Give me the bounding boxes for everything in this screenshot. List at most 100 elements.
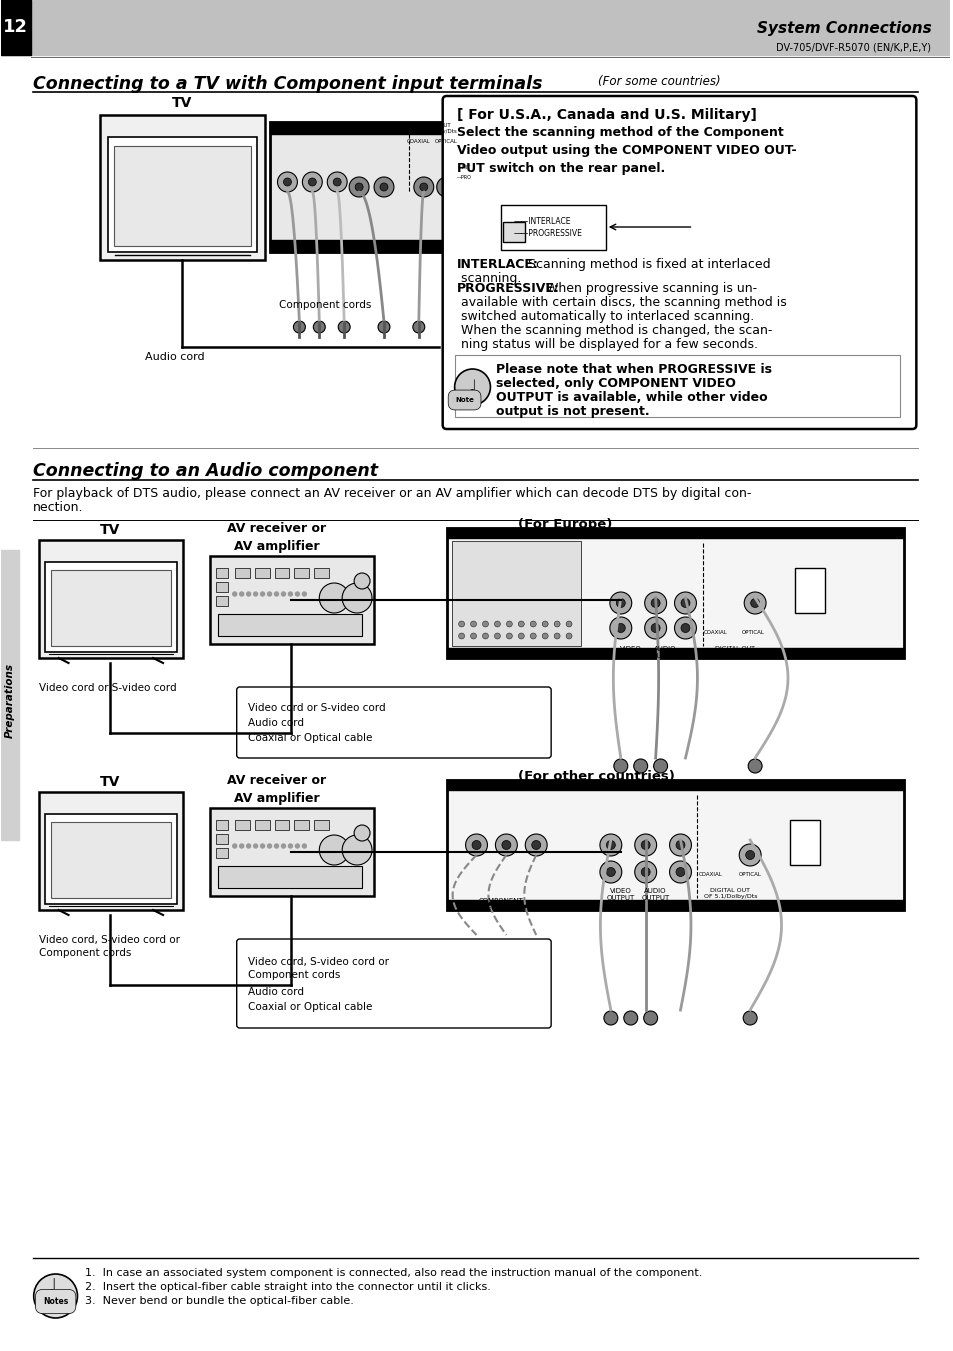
Circle shape xyxy=(333,178,341,186)
Circle shape xyxy=(525,834,547,857)
Circle shape xyxy=(253,592,257,596)
Circle shape xyxy=(531,840,540,850)
Bar xyxy=(456,180,465,190)
Text: Please note that when PROGRESSIVE is: Please note that when PROGRESSIVE is xyxy=(496,363,772,376)
Text: switched automatically to interlaced scanning.: switched automatically to interlaced sca… xyxy=(456,309,753,323)
Circle shape xyxy=(653,759,667,773)
Circle shape xyxy=(634,834,656,857)
Bar xyxy=(217,866,362,888)
Bar xyxy=(270,122,483,253)
Bar xyxy=(51,570,171,646)
Circle shape xyxy=(233,592,236,596)
Text: 12: 12 xyxy=(3,18,29,36)
Circle shape xyxy=(506,621,512,627)
Circle shape xyxy=(674,592,696,613)
Bar xyxy=(274,820,289,830)
Circle shape xyxy=(676,867,684,877)
Text: Coaxial or Optical cable: Coaxial or Optical cable xyxy=(248,734,372,743)
Circle shape xyxy=(342,584,372,613)
Text: COAXIAL: COAXIAL xyxy=(702,630,726,635)
Text: AV receiver or
AV amplifier: AV receiver or AV amplifier xyxy=(227,521,326,553)
FancyBboxPatch shape xyxy=(442,96,916,430)
Text: VIDEO
OUTPUT: VIDEO OUTPUT xyxy=(616,646,644,659)
Text: AUDIO
OUTPUT: AUDIO OUTPUT xyxy=(651,646,679,659)
Circle shape xyxy=(379,182,388,190)
Bar xyxy=(446,648,903,658)
Bar xyxy=(501,205,605,250)
Text: Preparations: Preparations xyxy=(5,662,15,738)
Circle shape xyxy=(494,621,500,627)
Text: Audio cord: Audio cord xyxy=(248,988,303,997)
Text: System Connections: System Connections xyxy=(756,20,930,35)
Circle shape xyxy=(676,840,684,850)
Circle shape xyxy=(599,834,621,857)
Circle shape xyxy=(680,624,689,632)
Text: INTERLACE:: INTERLACE: xyxy=(456,258,537,272)
Bar xyxy=(215,582,228,592)
Circle shape xyxy=(739,844,760,866)
Circle shape xyxy=(239,592,243,596)
Text: Audio cord: Audio cord xyxy=(145,353,205,362)
Circle shape xyxy=(554,634,559,639)
Text: When the scanning method is changed, the scan-: When the scanning method is changed, the… xyxy=(456,324,771,336)
Text: selected, only COMPONENT VIDEO: selected, only COMPONENT VIDEO xyxy=(496,377,736,390)
Bar xyxy=(210,808,374,896)
Circle shape xyxy=(354,825,370,842)
Text: ——PROGRESSIVE: ——PROGRESSIVE xyxy=(513,230,581,238)
Circle shape xyxy=(313,322,325,332)
Text: TV: TV xyxy=(100,775,120,789)
Circle shape xyxy=(644,617,666,639)
Circle shape xyxy=(482,621,488,627)
Circle shape xyxy=(669,861,691,884)
Circle shape xyxy=(33,1274,77,1319)
Bar xyxy=(254,567,270,578)
Circle shape xyxy=(643,1011,657,1025)
Circle shape xyxy=(419,182,427,190)
Circle shape xyxy=(745,851,754,859)
Text: DIGITAL OUT
OF 5.1/Dolby/Dts: DIGITAL OUT OF 5.1/Dolby/Dts xyxy=(708,646,761,657)
Text: When progressive scanning is un-: When progressive scanning is un- xyxy=(537,282,757,295)
Bar xyxy=(114,146,251,246)
Bar xyxy=(314,820,329,830)
Circle shape xyxy=(281,844,285,848)
Text: —INT: —INT xyxy=(457,165,471,170)
Circle shape xyxy=(616,624,624,632)
Text: COAXIAL: COAXIAL xyxy=(407,139,430,145)
Circle shape xyxy=(634,861,656,884)
Circle shape xyxy=(603,1011,618,1025)
Text: VIDEO
OUTPUT: VIDEO OUTPUT xyxy=(606,888,635,901)
Circle shape xyxy=(281,592,285,596)
Circle shape xyxy=(747,759,761,773)
Circle shape xyxy=(455,369,490,405)
Circle shape xyxy=(349,177,369,197)
Circle shape xyxy=(413,322,424,332)
Circle shape xyxy=(651,624,659,632)
Bar xyxy=(109,136,256,253)
Circle shape xyxy=(294,322,305,332)
Circle shape xyxy=(283,178,291,186)
Circle shape xyxy=(640,867,650,877)
Bar xyxy=(1,550,19,840)
Circle shape xyxy=(541,634,548,639)
Circle shape xyxy=(609,617,631,639)
Text: COMPONENT
VIDEO OUTPUT: COMPONENT VIDEO OUTPUT xyxy=(475,898,527,911)
FancyBboxPatch shape xyxy=(236,688,551,758)
Circle shape xyxy=(609,592,631,613)
Text: —PRO: —PRO xyxy=(456,176,472,180)
Text: OPTICAL: OPTICAL xyxy=(738,871,760,877)
Circle shape xyxy=(319,835,349,865)
Circle shape xyxy=(565,621,572,627)
Circle shape xyxy=(750,598,759,608)
Text: AV receiver or
AV amplifier: AV receiver or AV amplifier xyxy=(227,774,326,805)
Circle shape xyxy=(355,182,363,190)
Text: DIGITAL OUT
OF 5.1/Dolby/Dts: DIGITAL OUT OF 5.1/Dolby/Dts xyxy=(702,888,757,898)
Circle shape xyxy=(599,861,621,884)
Bar xyxy=(234,820,250,830)
Text: OPTICAL: OPTICAL xyxy=(740,630,763,635)
Text: available with certain discs, the scanning method is: available with certain discs, the scanni… xyxy=(456,296,785,309)
Text: VIDEO
OUTPUT: VIDEO OUTPUT xyxy=(341,123,367,134)
Bar xyxy=(789,820,819,865)
Circle shape xyxy=(494,634,500,639)
Circle shape xyxy=(274,844,278,848)
Circle shape xyxy=(742,1011,757,1025)
